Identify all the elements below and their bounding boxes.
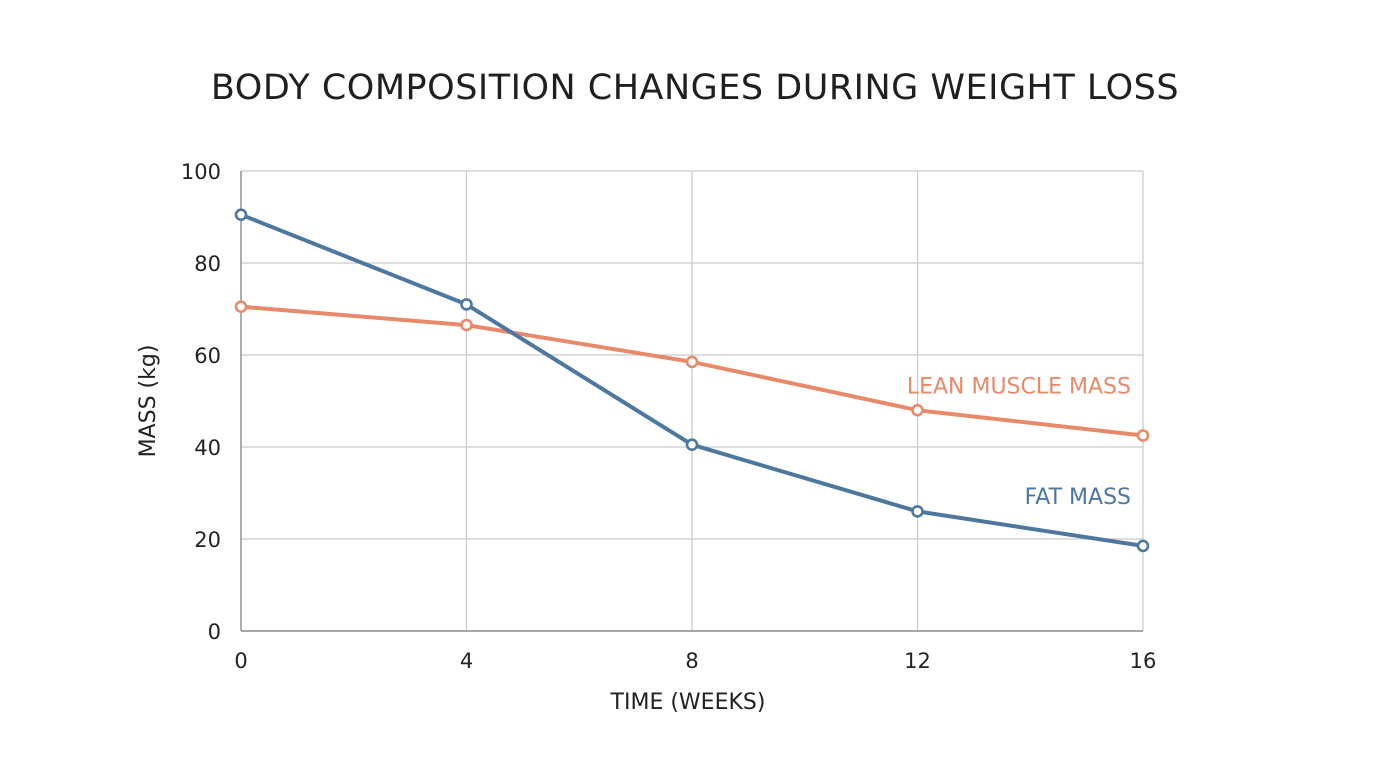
fat-mass-label: FAT MASS [1025,485,1131,510]
y-axis-title: MASS (kg) [136,345,161,458]
fat-mass-point [460,298,473,311]
fat-mass-point [1136,539,1150,553]
fat-mass-point [685,438,699,452]
grid [241,170,1144,631]
y-tick-label: 20 [194,528,221,552]
lean-muscle-mass-label: LEAN MUSCLE MASS [907,375,1131,400]
tick-labels: 0 20 40 60 80 100 0 4 8 12 16 [181,160,1156,673]
x-tick-label: 0 [234,649,247,673]
fat-mass-point [911,505,924,518]
y-tick-label: 0 [208,620,221,644]
axes [240,171,1143,632]
y-tick-label: 80 [194,252,221,276]
series-labels: LEAN MUSCLE MASS FAT MASS [907,375,1131,510]
lean-muscle-mass-point [685,355,699,369]
x-tick-label: 8 [685,649,698,673]
lean-muscle-mass-point [234,300,248,314]
y-tick-label: 60 [194,344,221,368]
y-tick-label: 40 [194,436,221,460]
series [234,208,1150,553]
x-tick-label: 16 [1130,649,1157,673]
lean-muscle-mass-point [460,318,473,332]
lean-muscle-mass-point [911,403,924,417]
x-tick-label: 4 [460,649,473,673]
lean-muscle-mass-point [1136,429,1150,442]
x-tick-label: 12 [904,649,931,673]
fat-mass-point [234,208,248,221]
x-axis-title: TIME (WEEKS) [610,690,766,715]
y-tick-label: 100 [181,160,221,184]
chart-title: BODY COMPOSITION CHANGES DURING WEIGHT L… [210,68,1180,108]
